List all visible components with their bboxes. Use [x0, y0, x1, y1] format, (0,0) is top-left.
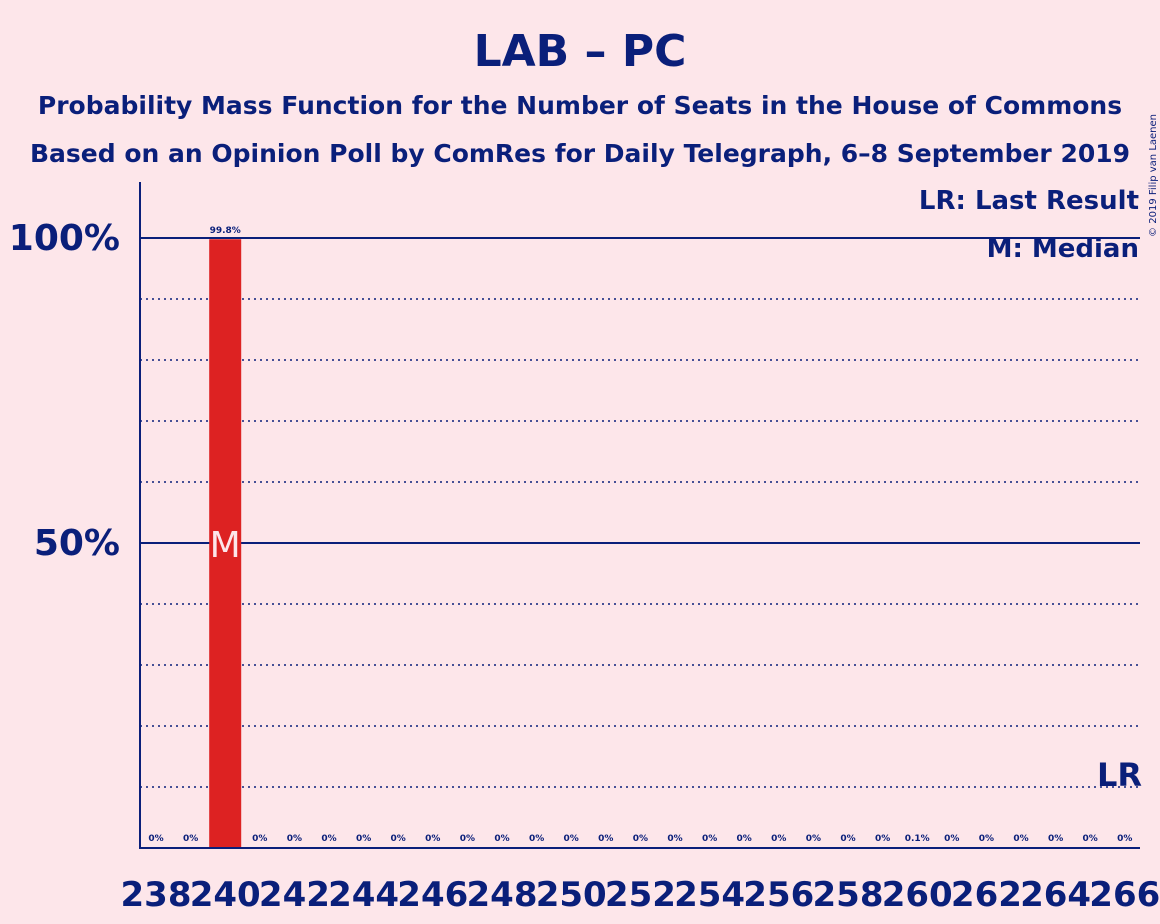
x-tick-label-240: 240 [190, 875, 261, 915]
value-label-246: 0% [425, 834, 440, 844]
value-label-266: 0% [1117, 834, 1132, 844]
x-tick-label-248: 248 [467, 875, 538, 915]
value-label-254: 0% [702, 834, 717, 844]
y-tick-labels: 50% 100% [9, 218, 120, 564]
x-tick-label-266: 266 [1089, 875, 1160, 915]
value-label-264: 0% [1048, 834, 1063, 844]
x-tick-label-254: 254 [674, 875, 745, 915]
y-tick-label: 100% [9, 218, 120, 259]
x-tick-label-246: 246 [397, 875, 468, 915]
x-tick-label-260: 260 [882, 875, 953, 915]
value-label-263: 0% [1013, 834, 1028, 844]
chart-subtitle-2: Based on an Opinion Poll by ComRes for D… [30, 139, 1130, 168]
value-label-262: 0% [979, 834, 994, 844]
value-label-250: 0% [564, 834, 579, 844]
value-label-242: 0% [287, 834, 302, 844]
y-tick-label: 50% [34, 523, 120, 564]
chart-subtitle-1: Probability Mass Function for the Number… [38, 91, 1122, 120]
value-label-243: 0% [321, 834, 336, 844]
value-label-257: 0% [806, 834, 821, 844]
value-label-248: 0% [494, 834, 509, 844]
value-label-265: 0% [1083, 834, 1098, 844]
x-tick-label-256: 256 [743, 875, 814, 915]
last-result-marker: LR [1097, 756, 1142, 794]
x-tick-label-262: 262 [951, 875, 1022, 915]
chart-title: LAB – PC [474, 26, 687, 77]
copyright-notice: © 2019 Filip van Laenen [1148, 114, 1159, 237]
x-tick-labels: 2382402422442462482502522542562582602622… [121, 875, 1160, 915]
value-label-259: 0% [875, 834, 890, 844]
x-tick-label-238: 238 [121, 875, 192, 915]
value-label-252: 0% [633, 834, 648, 844]
x-tick-label-258: 258 [813, 875, 884, 915]
value-label-256: 0% [771, 834, 786, 844]
value-label-260: 0.1% [905, 834, 930, 844]
value-label-255: 0% [737, 834, 752, 844]
legend-last-result: LR: Last Result [919, 186, 1139, 216]
legend-median: M: Median [987, 234, 1139, 264]
value-label-240: 99.8% [210, 226, 241, 236]
bar-240 [209, 239, 242, 849]
x-tick-label-250: 250 [536, 875, 607, 915]
median-marker: M [210, 525, 241, 566]
x-tick-label-242: 242 [259, 875, 330, 915]
value-label-253: 0% [667, 834, 682, 844]
bars [209, 239, 934, 849]
value-label-238: 0% [148, 834, 163, 844]
x-tick-label-252: 252 [605, 875, 676, 915]
value-label-249: 0% [529, 834, 544, 844]
gridlines [140, 237, 1140, 788]
value-label-239: 0% [183, 834, 198, 844]
x-tick-label-264: 264 [1020, 875, 1091, 915]
value-label-241: 0% [252, 834, 267, 844]
value-label-247: 0% [460, 834, 475, 844]
value-label-244: 0% [356, 834, 371, 844]
value-label-245: 0% [391, 834, 406, 844]
value-label-261: 0% [944, 834, 959, 844]
x-tick-label-244: 244 [328, 875, 399, 915]
value-labels: 0% 0% 99.8% 0% 0% 0% 0% 0% 0% 0% 0% 0% 0% 0% 0% 0% 0% 0% 0… [148, 226, 1132, 844]
value-label-258: 0% [840, 834, 855, 844]
value-label-251: 0% [598, 834, 613, 844]
